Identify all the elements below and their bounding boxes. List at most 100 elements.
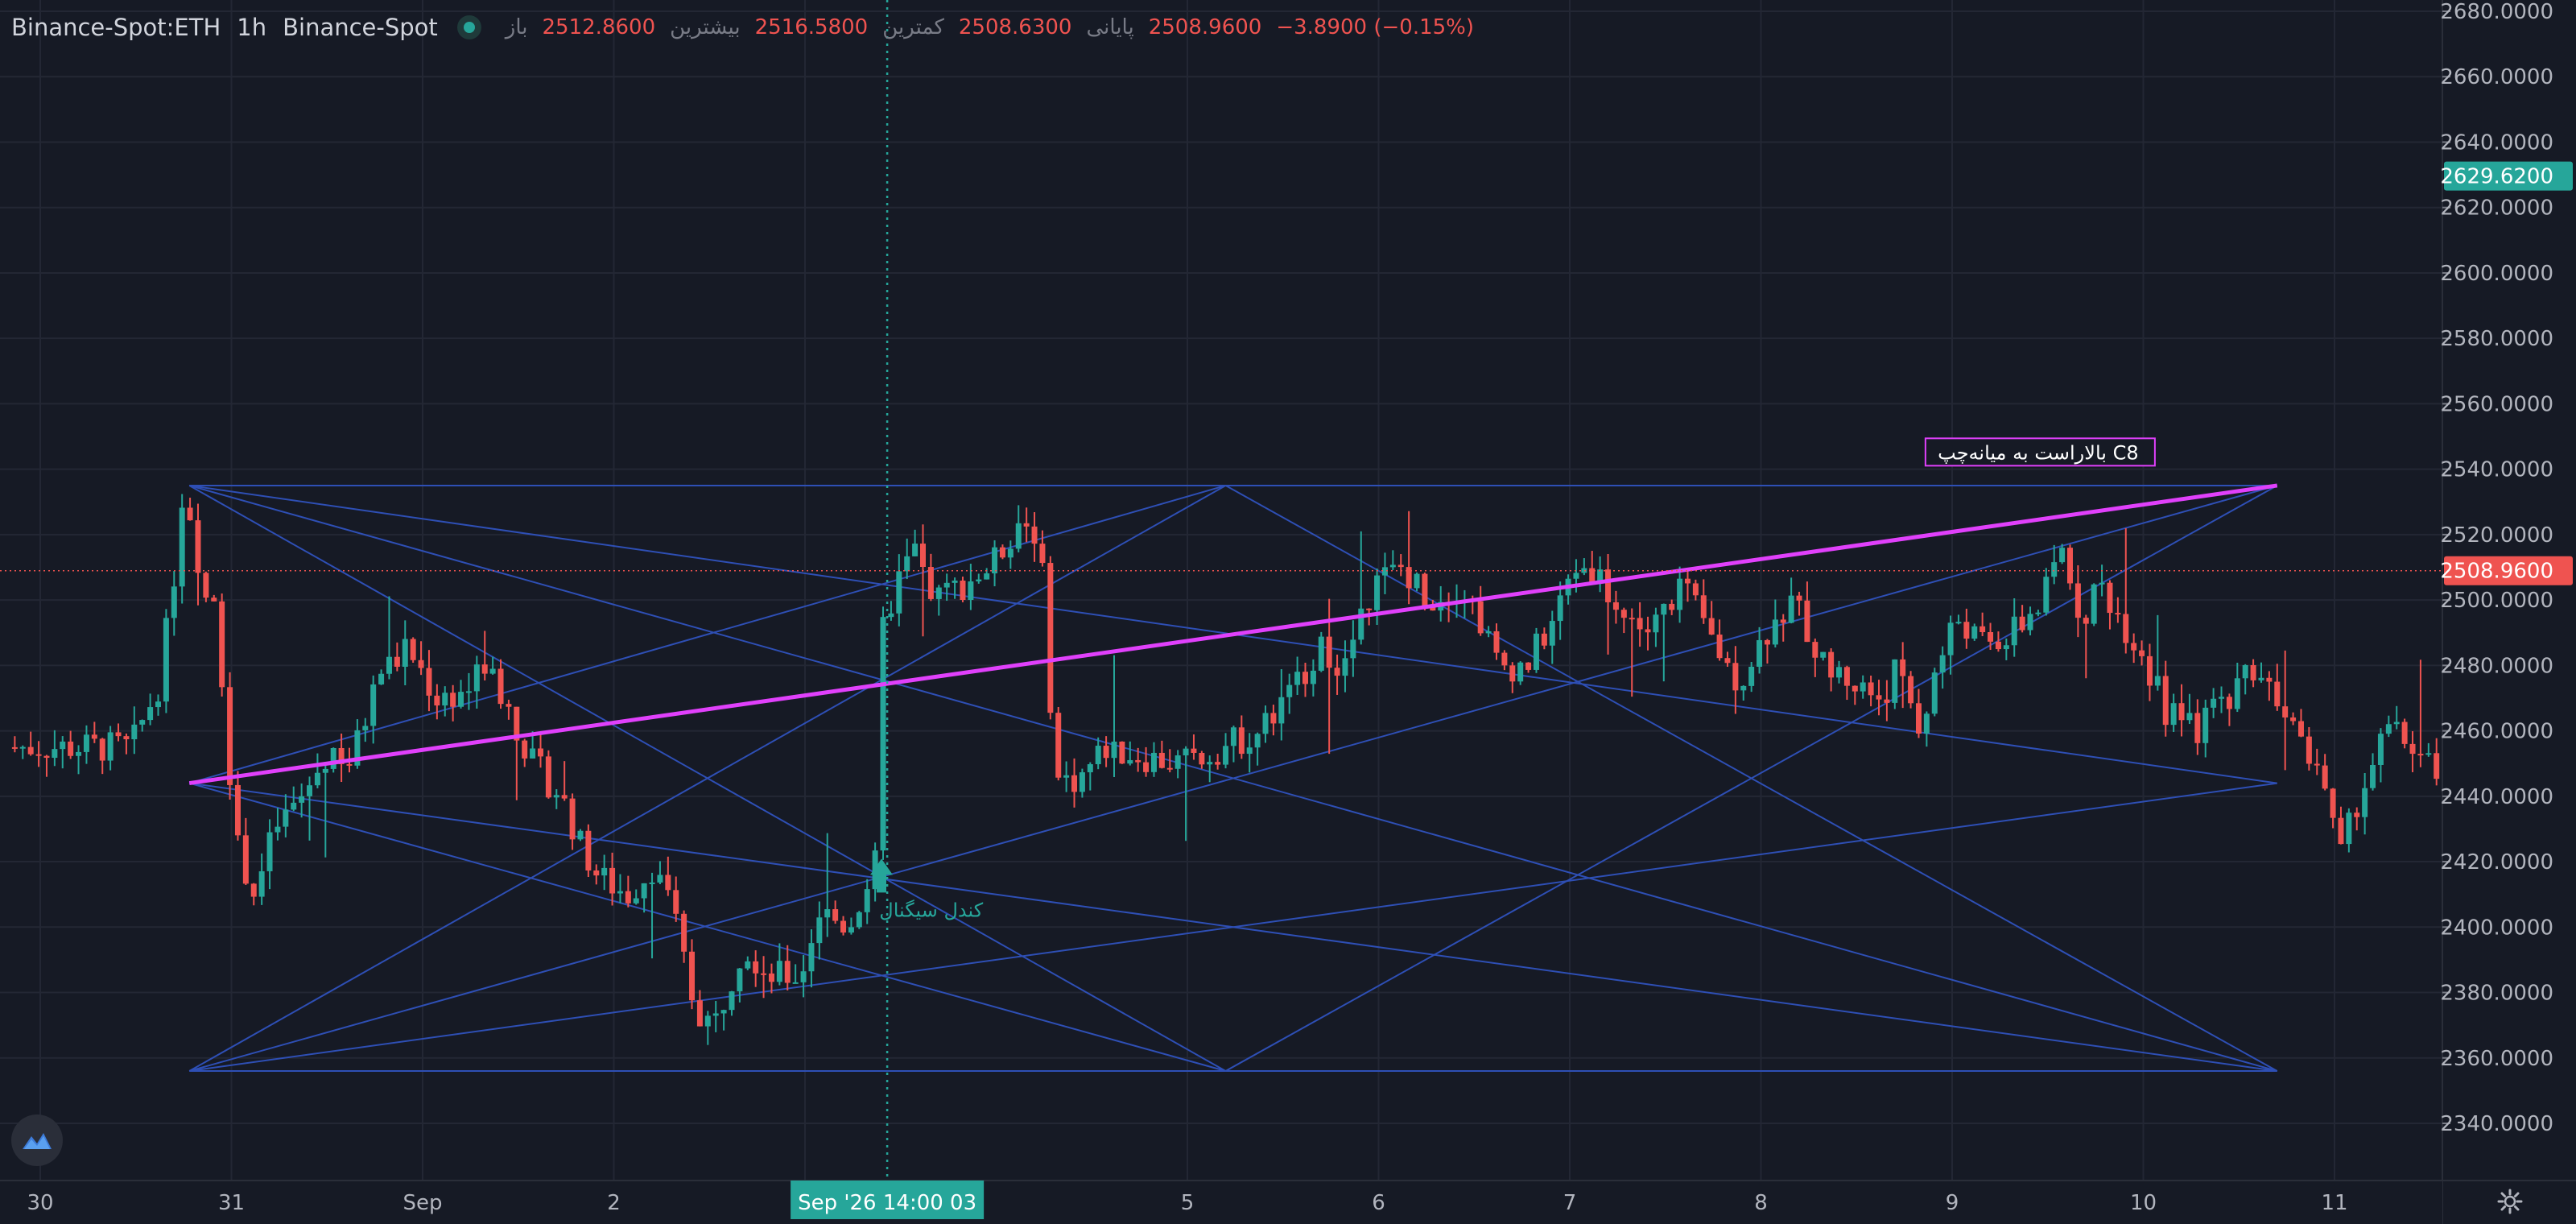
candle-up — [179, 494, 185, 604]
candle-up — [720, 1009, 727, 1031]
candle-up — [131, 706, 138, 755]
candle-down — [2115, 597, 2121, 623]
candle-body — [1637, 618, 1643, 630]
candle-body — [1135, 759, 1141, 763]
candle-up — [52, 730, 58, 767]
candle-down — [625, 875, 631, 908]
candle-body — [737, 968, 743, 992]
candle-up — [2234, 663, 2240, 713]
candle-body — [370, 684, 377, 726]
trendline-line[interactable] — [188, 483, 2278, 786]
candle-body — [2314, 763, 2320, 766]
time-tick-label: 9 — [1946, 1191, 1959, 1215]
candle-up — [107, 726, 114, 771]
candle-down — [1143, 746, 1150, 777]
annotations: بالاراست به میانه‌چپ C8 کندل سیگنال — [0, 0, 2442, 1181]
candle-body — [1804, 600, 1810, 643]
candle-up — [992, 540, 998, 587]
market-status-icon[interactable] — [456, 15, 481, 39]
candle-down — [1166, 749, 1173, 773]
candle-body — [386, 656, 392, 674]
price-tick-label: 2340.0000 — [2440, 1112, 2553, 1136]
pattern-line-BE[interactable] — [188, 484, 2278, 1072]
candle-down — [1708, 601, 1715, 635]
trendline[interactable] — [188, 483, 2278, 786]
candle-body — [569, 798, 576, 840]
candle-body — [984, 573, 990, 580]
symbol-label[interactable]: Binance-Spot:ETH — [11, 14, 221, 41]
candle-body — [2003, 645, 2009, 650]
candle-up — [641, 883, 647, 913]
price-tick-label: 2520.0000 — [2440, 523, 2553, 548]
price-tick-label: 2480.0000 — [2440, 654, 2553, 678]
candle-body — [1979, 626, 1986, 633]
price-tick-label: 2580.0000 — [2440, 327, 2553, 351]
candle-body — [2162, 676, 2169, 726]
candle-up — [880, 606, 886, 860]
candle-body — [2035, 612, 2041, 614]
price-tick-label: 2500.0000 — [2440, 589, 2553, 613]
candle-down — [665, 856, 671, 896]
candle-up — [1748, 662, 1755, 693]
candle-body — [107, 732, 114, 761]
candle-up — [171, 570, 177, 636]
candle-down — [2131, 633, 2137, 664]
tradingview-logo-icon[interactable] — [11, 1114, 63, 1166]
candle-down — [2067, 544, 2073, 590]
candle-down — [1669, 599, 1675, 615]
pattern-line-GD[interactable] — [188, 782, 1226, 1072]
candle-body — [800, 971, 807, 982]
pattern-label-box — [1924, 437, 2156, 467]
candle-down — [569, 793, 576, 850]
candle-body — [753, 961, 759, 974]
candle-body — [91, 734, 97, 739]
candle-down — [2282, 650, 2289, 771]
settings-gear-icon[interactable] — [2496, 1187, 2524, 1216]
time-tick-label: 30 — [27, 1191, 53, 1215]
candle-body — [960, 580, 966, 600]
candle-down — [11, 736, 18, 753]
candle-body — [99, 738, 105, 761]
candle-down — [673, 876, 679, 922]
candle-body — [2297, 721, 2304, 737]
interval-label[interactable]: 1h — [237, 14, 267, 41]
candle-body — [1477, 601, 1484, 634]
candle-body — [2131, 643, 2137, 651]
candle-body — [1549, 621, 1555, 646]
candle-down — [1843, 665, 1850, 701]
candle-down — [1724, 651, 1731, 668]
pattern-label-text: بالاراست به میانه‌چپ C8 — [1938, 441, 2138, 464]
candle-body — [1908, 676, 1914, 704]
candle-body — [1876, 695, 1882, 700]
candle-down — [2266, 671, 2273, 701]
candle-body — [2385, 724, 2392, 734]
candle-body — [2051, 562, 2058, 577]
candle-body — [283, 809, 289, 827]
candle-body — [2091, 584, 2097, 624]
candle-body — [808, 943, 815, 972]
candle-up — [1286, 673, 1293, 714]
candle-down — [920, 524, 926, 637]
candle-body — [1971, 626, 1978, 639]
pattern-line-BH[interactable] — [189, 782, 2277, 1073]
exchange-label: Binance-Spot — [283, 14, 438, 41]
candle-body — [1533, 633, 1539, 670]
candle-body — [1852, 685, 1858, 692]
candle-body — [1430, 606, 1436, 611]
candle-up — [2051, 544, 2058, 585]
candle-body — [1692, 583, 1699, 596]
candle-up — [2170, 693, 2177, 732]
candle-up — [1127, 741, 1133, 766]
candle-body — [2154, 676, 2161, 686]
candle-up — [386, 596, 392, 680]
candle-body — [745, 961, 751, 969]
candle-body — [2226, 697, 2232, 709]
candle-down — [2297, 709, 2304, 738]
low-value: 2508.6300 — [958, 15, 1072, 39]
candle-up — [2091, 583, 2097, 626]
harmonic-pattern-lines[interactable] — [188, 484, 2278, 1073]
candle-body — [1828, 651, 1835, 678]
candle-body — [935, 587, 942, 599]
pattern-line-GC[interactable] — [188, 484, 1226, 784]
